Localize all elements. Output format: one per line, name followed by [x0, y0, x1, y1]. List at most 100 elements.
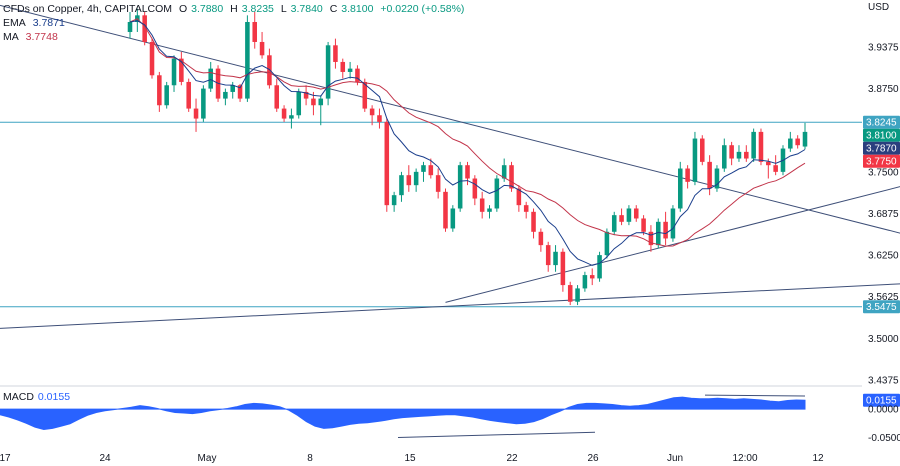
ema-label: EMA: [3, 17, 26, 29]
candle: [457, 161, 463, 212]
ema-row[interactable]: EMA 3.7871: [3, 16, 468, 30]
candle: [333, 38, 338, 69]
candle-body: [164, 85, 169, 106]
low-label: L: [280, 3, 287, 15]
candle: [406, 165, 412, 192]
candle: [208, 61, 213, 92]
price-tag-level: [863, 115, 900, 129]
candle: [795, 135, 800, 149]
candle-body: [399, 175, 404, 196]
candle: [296, 88, 302, 119]
candle-body: [751, 131, 756, 159]
candle-body: [567, 285, 573, 302]
candle-body: [802, 131, 808, 147]
candle: [538, 228, 544, 252]
candle: [318, 95, 324, 126]
close-value: 3.8100: [341, 3, 374, 15]
candle: [186, 78, 191, 112]
candle-body: [575, 288, 580, 302]
ema-line: [129, 20, 806, 266]
trendlines[interactable]: [0, 4, 900, 329]
candle: [700, 135, 705, 166]
candle-body: [648, 231, 654, 246]
candle-body: [553, 251, 558, 266]
price-tags: 3.8245 3.8100 3.7870 3.7750 3.5475: [863, 115, 900, 314]
candle-body: [252, 21, 258, 42]
candle-body: [435, 175, 441, 192]
candle: [597, 251, 602, 282]
macd-tick-label: -0.0500: [868, 433, 900, 444]
candle-body: [604, 231, 610, 256]
candle-body: [736, 151, 742, 159]
price-axis[interactable]: 3.9375 3.8750 3.7500 3.6875 3.6250 3.5625 3.50…: [868, 42, 899, 386]
candle-body: [333, 45, 338, 62]
candle-body: [443, 191, 448, 229]
candle-body: [670, 208, 676, 239]
candle-body: [384, 121, 390, 206]
price-tag-close: [863, 128, 900, 142]
candle: [127, 12, 133, 39]
candle-body: [237, 85, 243, 99]
candle: [149, 38, 155, 79]
candle: [267, 48, 272, 89]
time-axis[interactable]: 17 24 May 8 15 22 26 Jun 12:00 12: [0, 453, 824, 464]
candle-body: [788, 138, 793, 149]
candle: [736, 145, 742, 162]
candle: [677, 161, 683, 212]
time-tick-label: Jun: [667, 453, 683, 464]
candle: [714, 165, 720, 192]
candle-body: [758, 131, 764, 162]
time-tick-label: 24: [99, 453, 111, 464]
candle-body: [655, 221, 661, 246]
candle-body: [259, 41, 265, 56]
candle: [633, 205, 639, 222]
candle: [545, 241, 551, 272]
candle: [604, 228, 610, 259]
candle-body: [421, 165, 426, 172]
change-value: +0.0220 (+0.58%): [380, 3, 465, 15]
macd-top-line[interactable]: [704, 394, 806, 397]
candle-body: [509, 165, 514, 189]
price-tag-label: 3.5475: [866, 302, 897, 313]
price-tick-label: 3.5000: [868, 334, 899, 345]
candle: [641, 215, 646, 236]
candle: [171, 55, 177, 92]
candle-body: [641, 218, 646, 232]
time-tick-label: May: [198, 453, 217, 464]
candle-body: [274, 85, 280, 109]
symbol-title[interactable]: CFDs on Copper, 4h, CAPITALCOM: [3, 3, 173, 15]
candle: [531, 208, 536, 239]
candle: [223, 88, 228, 106]
candle-body: [714, 168, 720, 189]
candle: [201, 85, 206, 122]
candle-body: [633, 208, 639, 219]
candle-body: [340, 61, 346, 72]
ma-row[interactable]: MA 3.7748: [3, 30, 468, 44]
candle: [560, 248, 566, 292]
time-tick-label: 17: [0, 453, 11, 464]
trendline-rising-support[interactable]: [445, 149, 900, 303]
candle: [450, 205, 456, 232]
candle-body: [795, 138, 800, 146]
candle-body: [289, 115, 294, 119]
low-value: 3.7840: [290, 3, 323, 15]
trendline-descending[interactable]: [0, 4, 900, 242]
candle: [788, 131, 793, 152]
candle: [729, 141, 734, 166]
candle-body: [193, 108, 199, 119]
candle: [509, 161, 514, 192]
candle: [230, 81, 235, 99]
candle: [384, 118, 390, 212]
candle: [347, 61, 353, 79]
chart-legend: CFDs on Copper, 4h, CAPITALCOM O 3.7880 H…: [3, 2, 468, 44]
candle-body: [700, 138, 705, 162]
candle-body: [201, 88, 206, 119]
macd-divergence-line[interactable]: [397, 431, 596, 439]
candle-body: [538, 231, 544, 246]
candle: [472, 175, 478, 206]
macd-legend[interactable]: MACD 0.0155: [3, 391, 70, 403]
trendline-long-rising[interactable]: [0, 278, 900, 329]
candle-body: [457, 165, 463, 209]
